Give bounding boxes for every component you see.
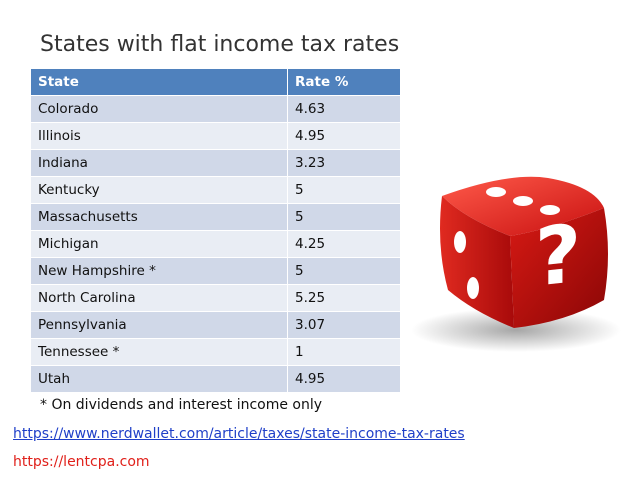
rate-cell: 4.95	[287, 122, 400, 150]
state-cell: New Hampshire *	[31, 257, 288, 285]
rate-cell: 4.25	[287, 230, 400, 258]
state-cell: Pennsylvania	[31, 311, 288, 339]
rate-cell: 3.07	[287, 311, 400, 339]
table-row: Pennsylvania 3.07	[31, 311, 400, 339]
table-row: North Carolina 5.25	[31, 284, 400, 312]
red-question-dice-icon: ?	[411, 176, 621, 352]
table-header-row: State Rate %	[31, 69, 400, 96]
header-rate: Rate %	[287, 69, 400, 96]
rate-cell: 4.63	[287, 95, 400, 123]
footnote: * On dividends and interest income only	[40, 397, 323, 413]
rate-cell: 5	[287, 176, 400, 204]
state-cell: Kentucky	[31, 176, 288, 204]
rate-cell: 5	[287, 203, 400, 231]
table-row: Utah 4.95	[31, 365, 400, 392]
state-cell: Illinois	[31, 122, 288, 150]
table-row: Michigan 4.25	[31, 230, 400, 258]
state-cell: Tennessee *	[31, 338, 288, 366]
state-cell: Utah	[31, 365, 288, 392]
table-row: Indiana 3.23	[31, 149, 400, 177]
table-row: Colorado 4.63	[31, 95, 400, 123]
rate-cell: 1	[287, 338, 400, 366]
question-glyph: ?	[535, 207, 581, 305]
table-row: Illinois 4.95	[31, 122, 400, 150]
rate-cell: 5	[287, 257, 400, 285]
lentcpa-link[interactable]: https://lentcpa.com	[13, 454, 150, 470]
nerdwallet-link[interactable]: https://www.nerdwallet.com/article/taxes…	[13, 426, 465, 442]
table-row: Massachusetts 5	[31, 203, 400, 231]
tax-rates-table: State Rate % Colorado 4.63 Illinois 4.95…	[31, 69, 400, 392]
table-row: Kentucky 5	[31, 176, 400, 204]
rate-cell: 5.25	[287, 284, 400, 312]
state-cell: Michigan	[31, 230, 288, 258]
state-cell: Indiana	[31, 149, 288, 177]
rate-cell: 3.23	[287, 149, 400, 177]
rate-cell: 4.95	[287, 365, 400, 392]
table-row: New Hampshire * 5	[31, 257, 400, 285]
state-cell: Colorado	[31, 95, 288, 123]
table-row: Tennessee * 1	[31, 338, 400, 366]
state-cell: North Carolina	[31, 284, 288, 312]
header-state: State	[31, 69, 288, 96]
state-cell: Massachusetts	[31, 203, 288, 231]
slide-title: States with flat income tax rates	[40, 32, 400, 57]
